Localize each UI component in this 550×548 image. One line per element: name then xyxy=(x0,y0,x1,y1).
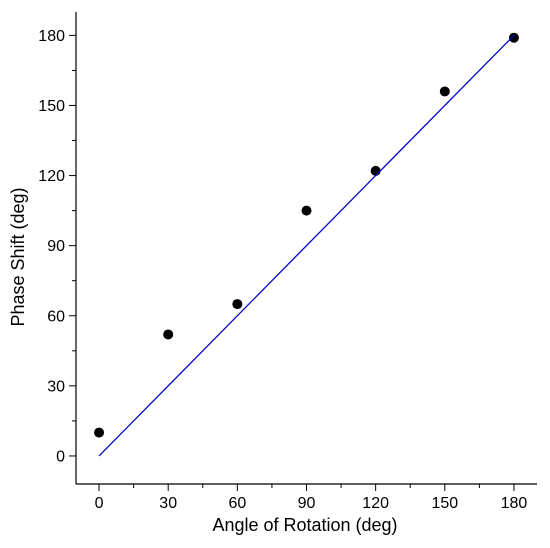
x-axis-title: Angle of Rotation (deg) xyxy=(212,515,397,535)
x-tick-label-30: 30 xyxy=(159,495,177,512)
data-point-6 xyxy=(508,32,519,43)
y-tick-label-120: 120 xyxy=(38,168,65,185)
data-point-5 xyxy=(439,86,450,97)
data-point-4 xyxy=(370,165,381,176)
y-tick-label-0: 0 xyxy=(56,448,65,465)
axis-ticks xyxy=(69,34,515,491)
data-point-1 xyxy=(163,329,174,340)
series-layer xyxy=(94,32,519,457)
x-tick-label-120: 120 xyxy=(362,495,389,512)
data-point-3 xyxy=(301,205,312,216)
y-tick-label-180: 180 xyxy=(38,28,65,45)
data-point-0 xyxy=(94,427,105,438)
x-tick-label-60: 60 xyxy=(228,495,246,512)
x-tick-label-90: 90 xyxy=(298,495,316,512)
y-tick-label-150: 150 xyxy=(38,98,65,115)
data-point-2 xyxy=(232,299,243,310)
tick-labels: 0 30 60 90 120 150 180 0 30 60 90 120 150 180 xyxy=(38,28,527,512)
x-tick-label-0: 0 xyxy=(95,495,104,512)
x-tick-label-180: 180 xyxy=(501,495,528,512)
y-axis-title: Phase Shift (deg) xyxy=(8,187,28,326)
x-tick-label-150: 150 xyxy=(431,495,458,512)
y-tick-label-60: 60 xyxy=(47,308,65,325)
y-tick-label-30: 30 xyxy=(47,378,65,395)
fit-line xyxy=(98,34,515,457)
y-tick-label-90: 90 xyxy=(47,238,65,255)
